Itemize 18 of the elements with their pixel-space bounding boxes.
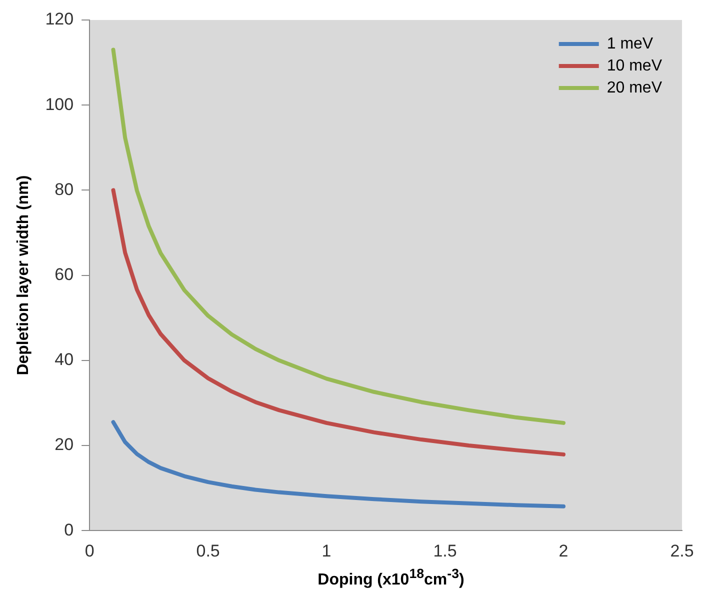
y-tick-label: 60 [54,264,74,284]
x-tick-label: 2 [558,541,568,560]
legend-label: 10 meV [606,57,662,74]
x-tick-label: 1 [322,541,332,560]
y-tick-label: 80 [54,180,74,199]
y-tick-label: 20 [54,435,74,454]
x-axis-title: Doping (x10$^{18}$cm$^{-3}$) [316,566,466,590]
y-tick-label: 120 [45,10,74,29]
y-tick-label: 0 [64,520,74,540]
y-axis-title: Depletion layer width (nm) [15,175,32,376]
legend-label: 1 meV [606,35,654,52]
x-tick-label: 0 [84,541,94,560]
x-tick-label: 2.5 [670,541,694,560]
x-tick-label: 1.5 [433,541,457,560]
x-tick-label: 0.5 [196,541,220,560]
y-tick-label: 40 [54,350,74,370]
legend-label: 20 meV [606,79,662,96]
y-tick-label: 100 [45,94,74,114]
